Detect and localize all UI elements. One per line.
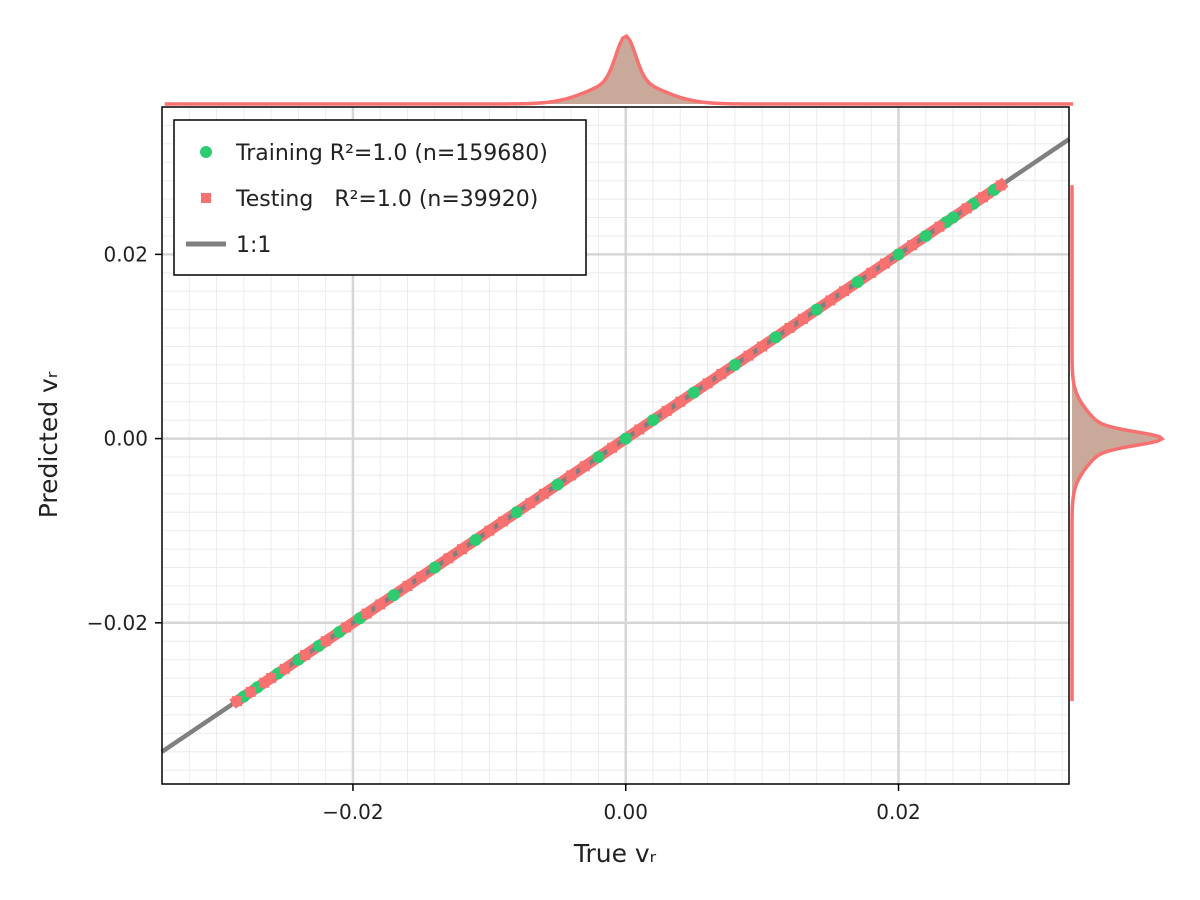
testing-point [566, 470, 577, 481]
testing-point [907, 240, 918, 251]
legend-marker-training [200, 146, 212, 158]
training-point [551, 478, 564, 491]
testing-point [798, 313, 809, 324]
x-axis-ticks: −0.02 0.00 0.02 [322, 784, 921, 824]
top-kde-curve [164, 33, 1074, 106]
training-point [892, 248, 905, 261]
testing-point [757, 341, 768, 352]
x-tick-label: −0.02 [322, 800, 383, 824]
testing-point [579, 461, 590, 472]
testing-point [825, 295, 836, 306]
training-point [592, 451, 605, 464]
testing-point [961, 203, 972, 214]
testing-point [525, 498, 536, 509]
testing-point [443, 553, 454, 564]
data-points [232, 180, 1006, 707]
top-marginal-density [164, 33, 1074, 106]
testing-point [675, 396, 686, 407]
testing-point [497, 516, 508, 527]
legend: Training R²=1.0 (n=159680) Testing R²=1.… [173, 119, 587, 276]
testing-point [866, 267, 877, 278]
testing-point [361, 608, 372, 619]
y-tick-label: 0.02 [103, 242, 148, 266]
y-tick-label: −0.02 [87, 611, 148, 635]
x-tick-label: 0.02 [876, 800, 921, 824]
testing-point [245, 686, 256, 697]
training-point [469, 533, 482, 546]
legend-box [173, 119, 587, 276]
training-point [510, 506, 523, 519]
x-axis-label: True vᵣ [573, 839, 657, 868]
testing-point [457, 544, 468, 555]
testing-point [879, 258, 890, 269]
testing-point [320, 636, 331, 647]
testing-point [607, 442, 618, 453]
training-point [947, 211, 960, 224]
training-point [428, 561, 441, 574]
testing-point [402, 580, 413, 591]
training-point [769, 331, 782, 344]
training-point [387, 589, 400, 602]
testing-point [259, 677, 270, 688]
testing-point [484, 525, 495, 536]
testing-point [661, 405, 672, 416]
testing-point [300, 650, 311, 661]
testing-point [743, 350, 754, 361]
testing-point [978, 192, 989, 203]
training-point [687, 386, 700, 399]
testing-point [702, 378, 713, 389]
legend-label-reference: 1:1 [236, 233, 271, 258]
testing-point [375, 599, 386, 610]
right-marginal-density [1070, 185, 1165, 702]
training-point [728, 358, 741, 371]
plot-frame [161, 106, 1070, 785]
y-axis-ticks: −0.02 0.00 0.02 [87, 242, 162, 635]
y-axis-label: Predicted vᵣ [34, 371, 63, 518]
top-kde-fill [164, 36, 1074, 104]
training-point [647, 414, 660, 427]
legend-label-testing: Testing R²=1.0 (n=39920) [235, 187, 538, 212]
testing-point [995, 180, 1006, 191]
testing-point [232, 696, 243, 707]
testing-point [416, 571, 427, 582]
training-point [851, 276, 864, 289]
testing-point [341, 622, 352, 633]
legend-marker-testing [201, 193, 211, 203]
training-point [919, 229, 932, 242]
testing-point [634, 424, 645, 435]
testing-point [266, 673, 277, 684]
y-tick-label: 0.00 [103, 427, 148, 451]
testing-point [279, 663, 290, 674]
legend-label-training: Training R²=1.0 (n=159680) [235, 141, 548, 166]
testing-point [784, 323, 795, 334]
training-point [619, 432, 632, 445]
testing-point [934, 221, 945, 232]
testing-point [716, 369, 727, 380]
x-tick-label: 0.00 [603, 800, 648, 824]
right-kde-curve [1070, 185, 1165, 702]
right-kde-fill [1072, 185, 1162, 702]
testing-point [838, 286, 849, 297]
training-point [810, 303, 823, 316]
testing-point [538, 488, 549, 499]
